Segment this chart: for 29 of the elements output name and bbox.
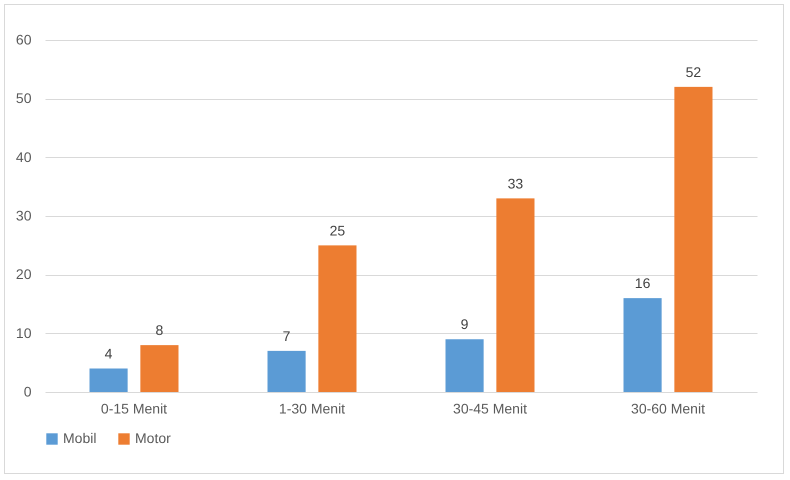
data-label: 7 bbox=[282, 328, 291, 344]
y-tick-label: 50 bbox=[16, 90, 32, 106]
data-label: 52 bbox=[686, 64, 702, 80]
legend-label: Mobil bbox=[63, 430, 96, 446]
y-tick-label: 40 bbox=[16, 148, 32, 165]
y-tick-label: 10 bbox=[16, 324, 32, 341]
bar bbox=[446, 339, 484, 392]
bar bbox=[140, 345, 178, 392]
y-tick-label: 60 bbox=[16, 32, 32, 48]
bar bbox=[268, 350, 306, 392]
bar bbox=[624, 298, 662, 392]
x-tick-label: 0-15 Menit bbox=[100, 400, 168, 416]
x-tick-label: 1-30 Menit bbox=[278, 400, 346, 416]
y-tick-label: 20 bbox=[16, 266, 32, 282]
legend-label: Motor bbox=[135, 430, 172, 446]
bar bbox=[90, 368, 128, 392]
data-label: 8 bbox=[156, 322, 164, 338]
x-tick-label: 30-60 Menit bbox=[631, 400, 706, 416]
x-tick-label: 30-45 Menit bbox=[453, 400, 528, 416]
bar bbox=[496, 198, 534, 392]
y-tick-label: 30 bbox=[16, 208, 32, 224]
data-label: 16 bbox=[634, 275, 651, 292]
data-label: 9 bbox=[460, 316, 469, 332]
data-label: 33 bbox=[508, 175, 524, 192]
bar bbox=[318, 245, 356, 392]
data-label: 4 bbox=[104, 346, 113, 362]
data-label: 25 bbox=[330, 222, 346, 238]
bar bbox=[674, 86, 712, 392]
y-tick-label: 0 bbox=[24, 384, 32, 400]
